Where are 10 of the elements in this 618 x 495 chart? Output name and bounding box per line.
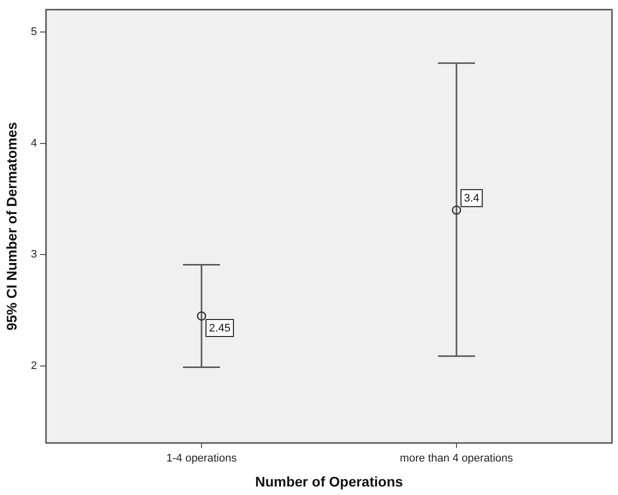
x-tick-label: more than 4 operations	[400, 452, 514, 465]
y-tick-label: 4	[30, 137, 37, 150]
y-tick-label: 2	[30, 360, 37, 372]
data-label: 2.45	[209, 322, 230, 335]
y-axis-title: 95% CI Number of Dermatomes	[3, 122, 20, 331]
y-tick-label: 5	[30, 26, 37, 38]
y-tick-label: 3	[30, 248, 37, 261]
x-tick-label: 1-4 operations	[166, 452, 238, 465]
data-label: 3.4	[464, 192, 480, 205]
x-axis-title: Number of Operations	[255, 473, 404, 490]
